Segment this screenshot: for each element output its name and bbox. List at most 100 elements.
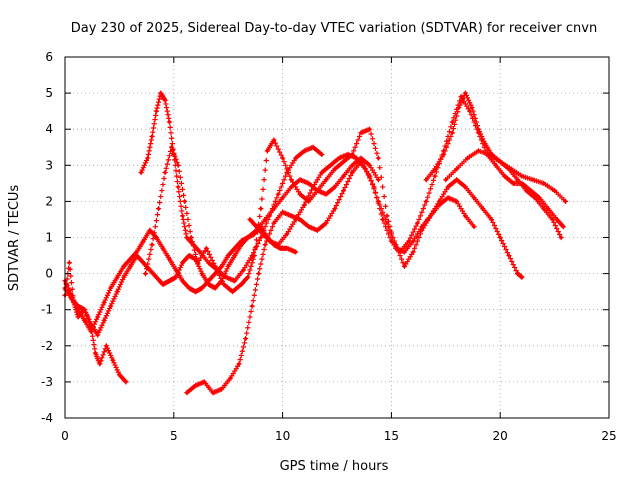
- data-point: [337, 156, 341, 160]
- y-axis: -4 -3 -2 -1 0 1 2 3 4 5 6: [41, 50, 609, 425]
- data-point: [281, 156, 285, 160]
- data-point: [455, 167, 459, 171]
- data-point: [285, 246, 289, 250]
- y-tick-label: 2: [45, 194, 53, 208]
- data-point: [455, 199, 459, 203]
- data-point: [463, 91, 467, 95]
- data-point: [389, 239, 393, 243]
- x-tick-label: 0: [61, 429, 69, 443]
- data-point: [159, 91, 163, 95]
- data-point: [298, 192, 302, 196]
- data-point: [359, 156, 363, 160]
- data-point: [472, 196, 476, 200]
- data-point: [185, 235, 189, 240]
- data-point: [411, 250, 415, 254]
- data-point: [298, 178, 302, 182]
- data-point: [507, 253, 511, 258]
- data-point: [148, 228, 152, 232]
- data-point: [228, 376, 232, 380]
- data-point: [276, 243, 280, 247]
- data-point: [67, 261, 71, 265]
- data-point: [333, 207, 337, 211]
- data-point: [122, 275, 126, 279]
- series-track-4: [138, 90, 325, 284]
- data-point: [481, 207, 485, 211]
- data-point: [520, 174, 524, 178]
- data-point: [109, 304, 113, 308]
- data-point: [555, 217, 559, 222]
- data-point: [468, 109, 472, 113]
- data-point: [187, 253, 191, 258]
- y-tick-label: 6: [45, 50, 53, 64]
- data-point: [553, 188, 557, 193]
- data-point: [250, 304, 254, 308]
- data-point: [516, 272, 520, 276]
- data-point: [239, 282, 243, 287]
- data-point: [109, 286, 113, 290]
- data-point: [346, 152, 350, 157]
- data-point: [252, 253, 256, 258]
- data-point: [294, 250, 298, 254]
- data-point: [111, 358, 115, 362]
- data-point: [546, 207, 550, 211]
- data-point: [307, 225, 311, 229]
- data-point: [311, 145, 315, 149]
- data-point: [89, 322, 93, 326]
- data-point: [102, 318, 106, 323]
- data-point: [233, 246, 237, 250]
- data-point: [141, 239, 145, 243]
- data-point: [230, 290, 235, 294]
- data-point: [220, 387, 224, 391]
- data-point: [524, 188, 528, 193]
- data-point: [161, 246, 165, 250]
- data-point: [424, 199, 428, 203]
- data-point: [163, 98, 167, 102]
- data-point: [463, 214, 467, 218]
- data-point: [563, 199, 568, 203]
- data-point: [531, 178, 535, 182]
- data-point: [489, 217, 494, 222]
- data-point: [237, 362, 241, 366]
- data-point: [272, 221, 276, 225]
- data-point: [402, 264, 407, 268]
- data-point: [402, 250, 407, 254]
- x-tick-label: 25: [601, 429, 616, 443]
- data-point: [167, 120, 172, 124]
- data-point: [226, 264, 230, 268]
- data-point: [368, 127, 372, 131]
- y-tick-label: 3: [45, 158, 53, 172]
- data-point: [154, 275, 158, 279]
- data-point: [150, 243, 154, 247]
- y-tick-label: -4: [41, 411, 53, 425]
- data-point: [354, 156, 359, 160]
- data-point: [457, 105, 461, 110]
- y-tick-label: 4: [45, 122, 53, 136]
- data-point: [494, 163, 498, 167]
- data-point: [561, 225, 565, 229]
- data-point: [185, 391, 189, 395]
- data-point: [207, 279, 211, 283]
- data-point: [261, 232, 265, 236]
- data-point: [98, 362, 102, 366]
- data-point: [207, 261, 211, 265]
- data-point: [176, 185, 180, 189]
- data-point: [465, 156, 470, 160]
- data-point: [93, 351, 98, 355]
- data-point: [320, 152, 324, 157]
- series-track-5: [142, 126, 477, 295]
- data-point: [220, 264, 224, 268]
- data-point: [407, 239, 411, 243]
- data-point: [333, 167, 337, 171]
- y-tick-label: -3: [41, 375, 53, 389]
- data-point: [446, 196, 450, 200]
- data-point: [226, 253, 230, 258]
- data-point: [294, 217, 298, 222]
- data-point: [509, 167, 513, 171]
- data-point: [341, 188, 346, 193]
- data-point: [298, 217, 302, 222]
- y-tick-label: 0: [45, 267, 53, 281]
- data-point: [239, 239, 243, 243]
- data-point: [550, 217, 555, 222]
- data-point: [198, 250, 202, 254]
- data-point: [368, 163, 372, 167]
